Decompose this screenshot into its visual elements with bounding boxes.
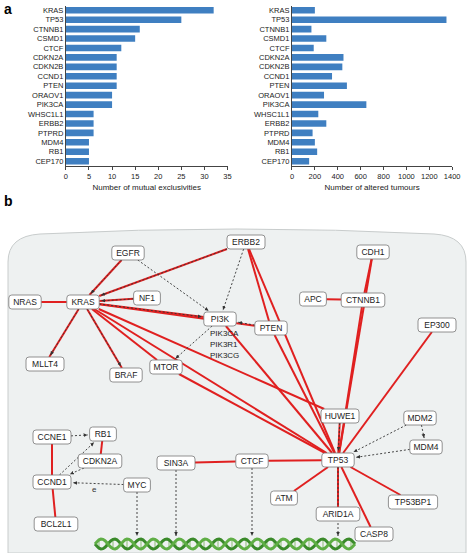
svg-text:KRAS: KRAS (269, 6, 289, 15)
svg-text:CDKN2B: CDKN2B (259, 62, 289, 71)
svg-text:ATM: ATM (275, 493, 292, 503)
svg-text:NRAS: NRAS (13, 297, 37, 307)
svg-text:RB1: RB1 (49, 147, 64, 156)
svg-text:1200: 1200 (421, 172, 438, 181)
svg-text:30: 30 (200, 172, 208, 181)
svg-text:CEP170: CEP170 (35, 157, 63, 166)
svg-text:TP53: TP53 (45, 15, 63, 24)
svg-text:EGFR: EGFR (116, 248, 140, 258)
svg-text:EP300: EP300 (424, 320, 450, 330)
svg-text:b: b (4, 193, 13, 209)
svg-text:CCNE1: CCNE1 (38, 432, 67, 442)
svg-text:20: 20 (154, 172, 162, 181)
svg-text:CTCF: CTCF (43, 44, 63, 53)
svg-text:ERBB2: ERBB2 (39, 119, 64, 128)
svg-text:a: a (4, 1, 12, 17)
svg-text:SIN3A: SIN3A (164, 458, 189, 468)
svg-text:RB1: RB1 (95, 429, 112, 439)
svg-text:CTCF: CTCF (241, 456, 264, 466)
svg-text:CTNNB1: CTNNB1 (346, 295, 380, 305)
svg-text:10: 10 (108, 172, 116, 181)
svg-text:ORAOV1: ORAOV1 (258, 91, 289, 100)
svg-text:ERBB2: ERBB2 (265, 119, 290, 128)
svg-text:CDH1: CDH1 (361, 247, 384, 257)
svg-text:CCND1: CCND1 (38, 72, 64, 81)
svg-text:ERBB2: ERBB2 (232, 237, 260, 247)
svg-text:MDM4: MDM4 (41, 138, 63, 147)
svg-text:5: 5 (87, 172, 91, 181)
svg-text:CDKN2A: CDKN2A (33, 53, 63, 62)
svg-text:NF1: NF1 (139, 293, 155, 303)
svg-text:PIK3CG: PIK3CG (210, 351, 239, 360)
svg-text:TP53: TP53 (272, 15, 290, 24)
svg-text:PIK3CA: PIK3CA (210, 329, 239, 338)
svg-text:ORAOV1: ORAOV1 (32, 91, 63, 100)
svg-text:200: 200 (309, 172, 322, 181)
svg-text:BCL2L1: BCL2L1 (41, 519, 72, 529)
svg-text:CTNNB1: CTNNB1 (259, 25, 289, 34)
svg-text:MLLT4: MLLT4 (32, 359, 58, 369)
svg-text:e: e (92, 485, 97, 494)
svg-text:KRAS: KRAS (71, 297, 94, 307)
svg-text:MYC: MYC (128, 480, 147, 490)
svg-text:PTEN: PTEN (260, 323, 283, 333)
svg-text:PTPRD: PTPRD (264, 129, 290, 138)
svg-text:CASP8: CASP8 (360, 529, 388, 539)
svg-text:MDM2: MDM2 (407, 413, 432, 423)
svg-text:CCND1: CCND1 (37, 477, 67, 487)
svg-text:CDKN2A: CDKN2A (83, 456, 118, 466)
svg-text:CCND1: CCND1 (264, 72, 290, 81)
svg-text:CTNNB1: CTNNB1 (33, 25, 63, 34)
svg-text:Number of altered tumours: Number of altered tumours (325, 183, 420, 192)
svg-text:PTPRD: PTPRD (38, 129, 64, 138)
svg-text:PIK3CA: PIK3CA (37, 100, 64, 109)
svg-text:CDKN2B: CDKN2B (33, 62, 63, 71)
svg-text:MTOR: MTOR (154, 362, 179, 372)
svg-text:CSMD1: CSMD1 (37, 34, 63, 43)
svg-text:TP53: TP53 (328, 455, 349, 465)
svg-text:CSMD1: CSMD1 (263, 34, 289, 43)
svg-text:1000: 1000 (398, 172, 415, 181)
svg-text:HUWE1: HUWE1 (325, 411, 356, 421)
svg-text:ARID1A: ARID1A (323, 509, 354, 519)
svg-text:KRAS: KRAS (43, 6, 63, 15)
svg-text:WHSC1L1: WHSC1L1 (254, 110, 289, 119)
svg-text:WHSC1L1: WHSC1L1 (28, 110, 63, 119)
svg-text:15: 15 (131, 172, 139, 181)
svg-text:CDKN2A: CDKN2A (259, 53, 289, 62)
svg-text:MDM4: MDM4 (267, 138, 289, 147)
svg-text:PIK3CA: PIK3CA (263, 100, 290, 109)
svg-text:0: 0 (64, 172, 68, 181)
svg-text:BRAF: BRAF (115, 370, 138, 380)
svg-text:0: 0 (290, 172, 294, 181)
svg-text:CEP170: CEP170 (262, 157, 290, 166)
svg-text:35: 35 (223, 172, 231, 181)
svg-text:MDM4: MDM4 (413, 442, 438, 452)
svg-text:PI3K: PI3K (211, 314, 230, 324)
svg-text:25: 25 (177, 172, 185, 181)
svg-text:CTCF: CTCF (269, 44, 289, 53)
svg-text:1400: 1400 (444, 172, 461, 181)
svg-text:600: 600 (354, 172, 367, 181)
svg-text:PTEN: PTEN (43, 81, 63, 90)
svg-text:TP53BP1: TP53BP1 (395, 497, 432, 507)
svg-text:PIK3R1: PIK3R1 (210, 340, 238, 349)
svg-text:RB1: RB1 (275, 147, 290, 156)
svg-text:400: 400 (331, 172, 344, 181)
svg-text:800: 800 (377, 172, 390, 181)
svg-text:Number of mutual exclusivities: Number of mutual exclusivities (92, 183, 200, 192)
svg-text:APC: APC (304, 294, 321, 304)
svg-text:PTEN: PTEN (269, 81, 289, 90)
